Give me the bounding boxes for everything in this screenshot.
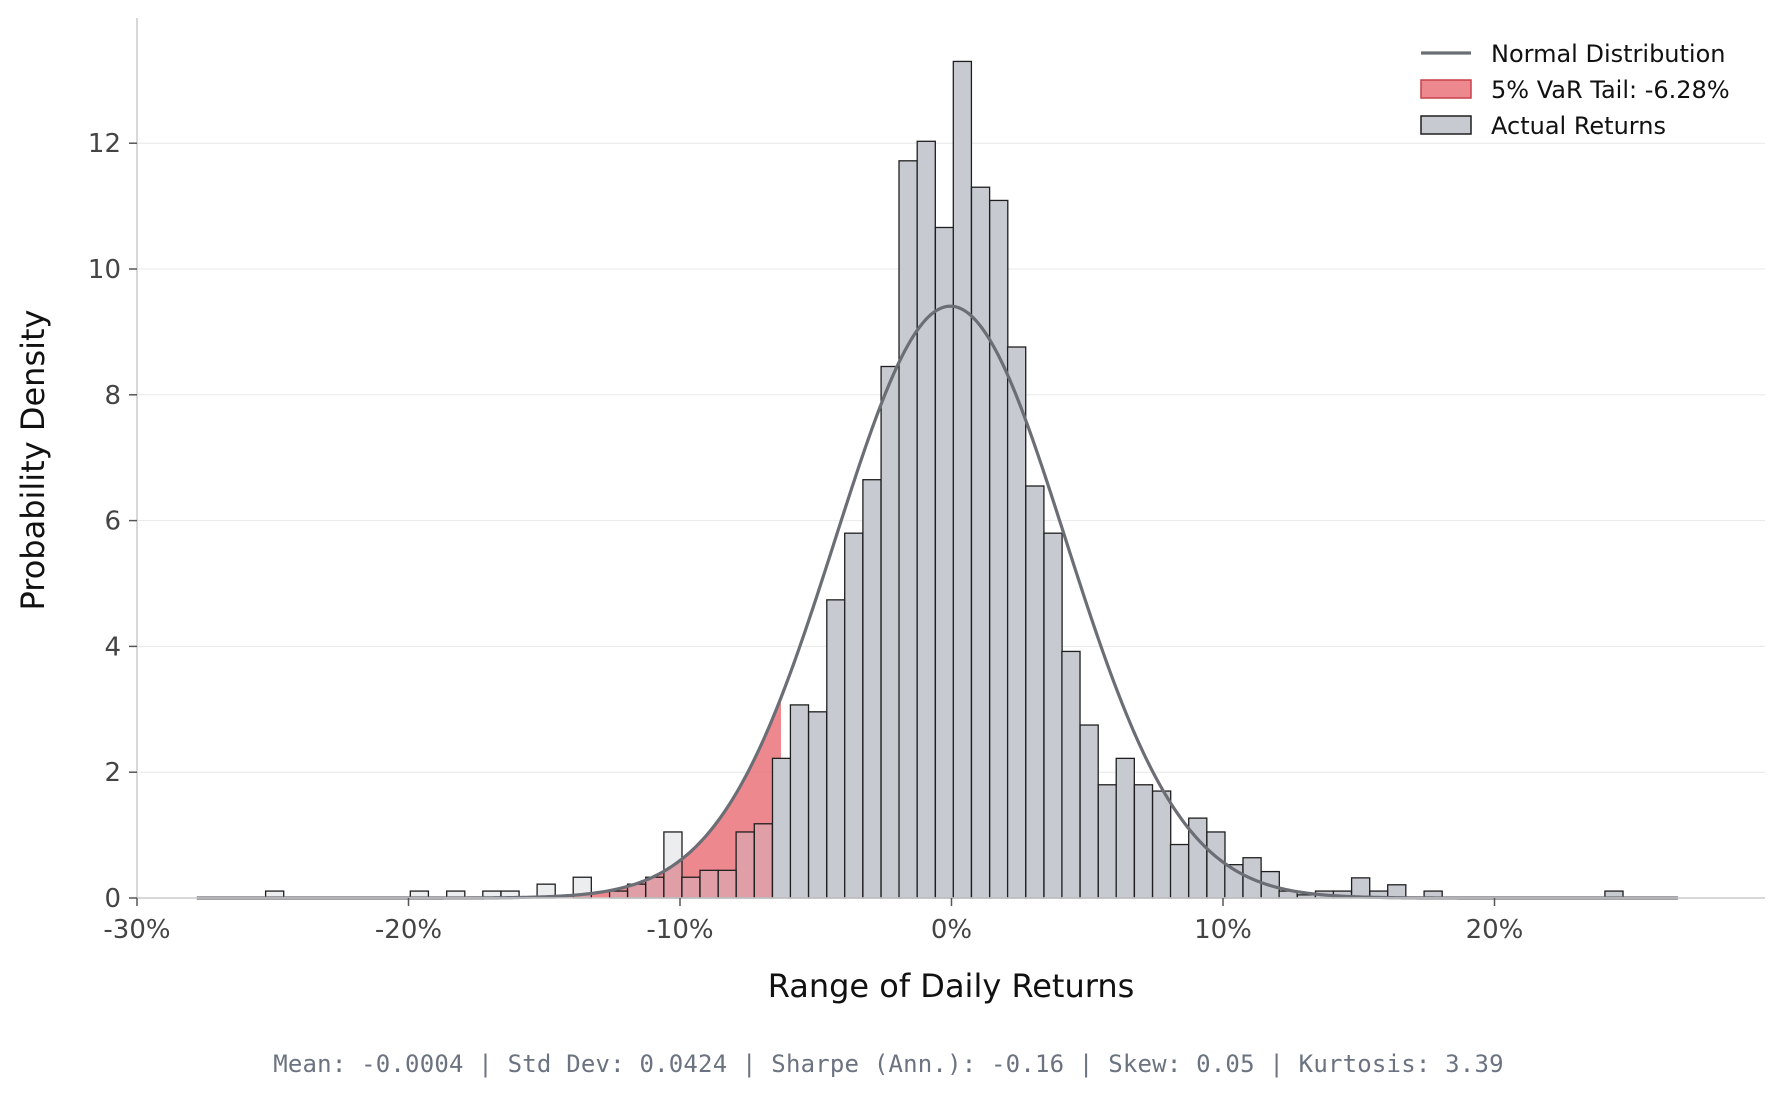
histogram-bar [1133, 784, 1154, 899]
histogram-bar [1006, 346, 1027, 899]
histogram-bar [934, 226, 955, 899]
histogram-bar [1350, 877, 1371, 899]
histogram-bar [844, 532, 864, 899]
histogram-bar [753, 823, 774, 899]
histogram-bar [1079, 724, 1099, 899]
legend-label: Normal Distribution [1491, 40, 1725, 68]
histogram-bar [989, 199, 1009, 899]
x-tick-label: 10% [1194, 915, 1252, 945]
var-tail-area [196, 697, 782, 898]
histogram-bar [608, 890, 629, 899]
legend-label: 5% VaR Tail: -6.28% [1491, 76, 1730, 104]
x-tick-label: 20% [1466, 915, 1524, 945]
histogram-bar [898, 160, 918, 899]
histogram-bar [1151, 790, 1172, 899]
x-tick-label: -20% [375, 915, 442, 945]
var-tail-fill [196, 697, 782, 898]
histogram-bar [970, 186, 991, 899]
y-tick-label: 0 [104, 884, 121, 914]
histogram-bar [1061, 650, 1081, 899]
legend-bar-swatch [1420, 115, 1472, 135]
y-tick-label: 10 [88, 255, 121, 285]
histogram-bar [789, 704, 810, 899]
y-tick-label: 2 [104, 758, 121, 788]
y-tick-label: 12 [88, 129, 121, 159]
histogram-bar [717, 869, 737, 899]
y-axis-label: Probability Density [14, 310, 52, 611]
x-axis-label: Range of Daily Returns [768, 967, 1135, 1005]
y-tick-label: 6 [104, 507, 121, 537]
histogram-bar [916, 140, 936, 899]
x-tick-label: -30% [103, 915, 170, 945]
histogram-bar [1043, 532, 1063, 899]
histogram-bar [1206, 831, 1226, 899]
histogram-bar [1115, 757, 1135, 899]
histogram-bar [1169, 843, 1190, 899]
histogram-bar [1097, 784, 1118, 899]
legend-label: Actual Returns [1491, 112, 1666, 140]
histogram-bars [264, 60, 1624, 899]
histogram-bar [1025, 485, 1045, 899]
x-tick-label: 0% [931, 915, 972, 945]
x-tick-label: -10% [646, 915, 713, 945]
histogram-bar [699, 869, 719, 899]
histogram-bar [807, 711, 828, 899]
histogram-bar [880, 365, 900, 899]
histogram-bar [735, 831, 755, 899]
histogram-bar [826, 599, 846, 899]
histogram-bar [952, 60, 973, 899]
legend: Normal Distribution 5% VaR Tail: -6.28% Ac… [1420, 40, 1730, 140]
legend-tail-swatch [1420, 79, 1472, 99]
histogram-bar [862, 479, 882, 899]
y-tick-label: 4 [104, 632, 121, 662]
summary-statistics: Mean: -0.0004 | Std Dev: 0.0424 | Sharpe… [273, 1050, 1504, 1078]
histogram-bar [681, 876, 701, 899]
axes: -30% -20% -10% 0% 10% 20% 0 2 4 6 8 10 12 Range of Da… [14, 18, 1765, 1005]
y-tick-label: 8 [104, 381, 121, 411]
histogram-bar [771, 757, 792, 899]
